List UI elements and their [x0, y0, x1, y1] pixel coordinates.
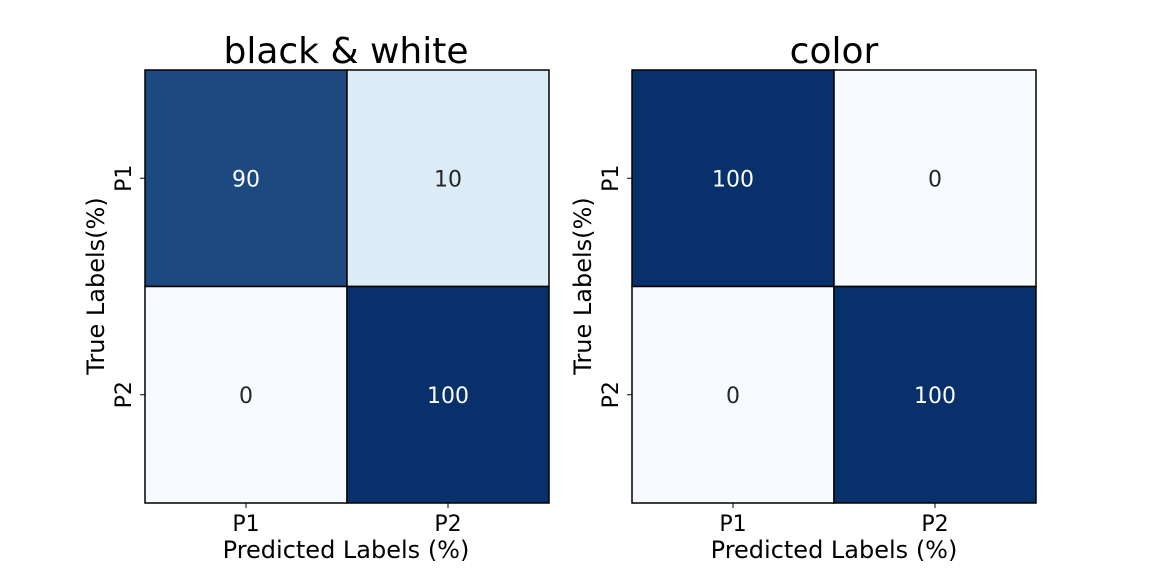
heatmap-frame [144, 69, 550, 504]
x-tick-label: P1 [719, 512, 746, 537]
cell-value-label: 0 [928, 167, 942, 192]
cell-value-label: 10 [434, 167, 462, 192]
cell-value-label: 100 [914, 384, 956, 409]
y-tick-label: P1 [599, 165, 624, 192]
y-tick-label: P2 [599, 381, 624, 408]
heatmap-cell-r1-c0 [144, 285, 348, 504]
cell-value-label: 90 [232, 167, 260, 192]
cell-value-label: 100 [712, 167, 754, 192]
x-axis-label: Predicted Labels (%) [223, 536, 470, 564]
y-axis-label: True Labels(%) [82, 197, 110, 375]
heatmap-cells: 100 0 0 100 [631, 69, 1037, 504]
tick-labels: P1 P2 P1 P2 [599, 165, 949, 537]
cell-value-label: 0 [239, 384, 253, 409]
x-tick-label: P2 [434, 512, 461, 537]
heatmap-cell-r1-c1 [833, 285, 1037, 504]
heatmap-cell-r0-c1 [346, 69, 550, 288]
heatmap-cell-r1-c1 [346, 285, 550, 504]
tick-labels: P1 P2 P1 P2 [112, 165, 462, 537]
chart-title: color [790, 31, 879, 72]
heatmap-cell-r0-c1 [833, 69, 1037, 288]
heatmap-cells: 90 100 100 [144, 69, 550, 504]
x-tick-label: P2 [921, 512, 948, 537]
heatmap-frame [631, 69, 1037, 504]
y-axis-label: True Labels(%) [569, 197, 597, 375]
y-tick-label: P1 [112, 165, 137, 192]
heatmap-cell-r0-c0 [144, 69, 348, 288]
x-axis-label: Predicted Labels (%) [711, 536, 958, 564]
y-tick-label: P2 [112, 381, 137, 408]
cell-value-label: 100 [427, 384, 469, 409]
cell-value-label: 0 [726, 384, 740, 409]
x-tick-label: P1 [232, 512, 259, 537]
chart-title: black & white [223, 31, 468, 72]
heatmap-panel-color: color 100 0 0 100 P1 P2 P1 P2 Predicted Labels… [569, 31, 1037, 564]
